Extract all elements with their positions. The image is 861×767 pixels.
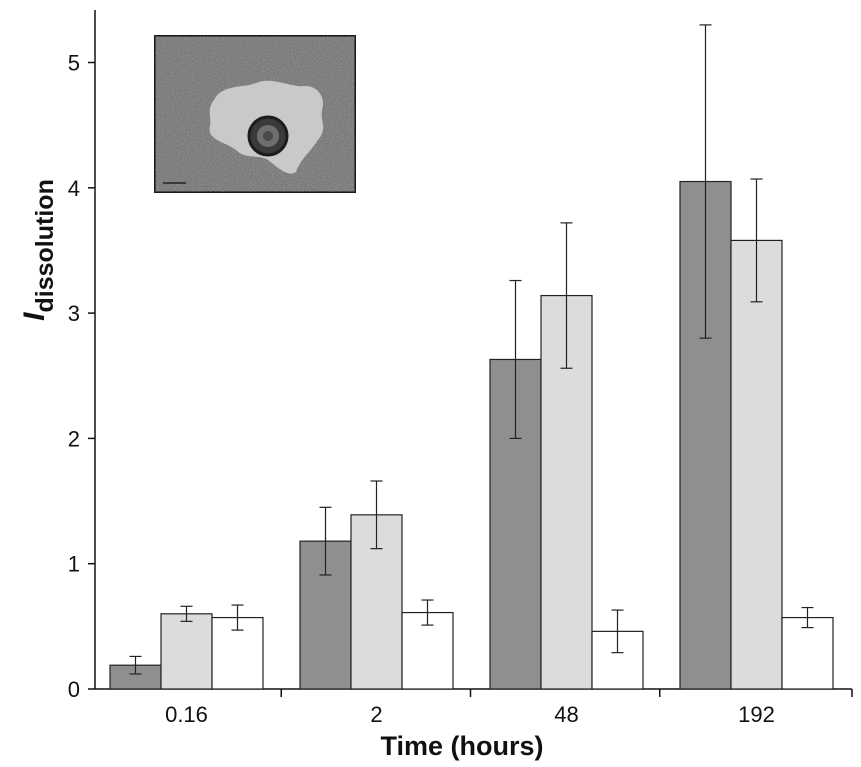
bar [540, 294, 593, 690]
bar [730, 239, 783, 690]
y-tick-label: 4 [68, 176, 80, 201]
y-ticks: 0 1 2 3 4 5 [68, 51, 95, 702]
x-ticks [280, 689, 853, 697]
x-axis-title: Time (hours) [380, 731, 543, 761]
x-tick-label: 2 [370, 702, 382, 727]
x-tick-label: 48 [554, 702, 578, 727]
bar [299, 540, 352, 690]
bar [160, 613, 213, 690]
y-tick-label: 5 [68, 51, 80, 76]
y-tick-label: 2 [68, 426, 80, 451]
bar [781, 616, 834, 690]
y-axis-title: Idissolution [18, 179, 59, 321]
x-tick-label: 0.16 [165, 702, 208, 727]
y-axis-title-symbol: I [18, 312, 51, 321]
x-tick-label: 192 [738, 702, 775, 727]
y-axis-title-subscript: dissolution [31, 179, 59, 312]
bars: 0.16 2 48 192 [109, 24, 834, 727]
y-tick-label: 1 [68, 552, 80, 577]
y-tick-label: 3 [68, 301, 80, 326]
y-tick-label: 0 [68, 677, 80, 702]
inset-micrograph [154, 35, 356, 193]
